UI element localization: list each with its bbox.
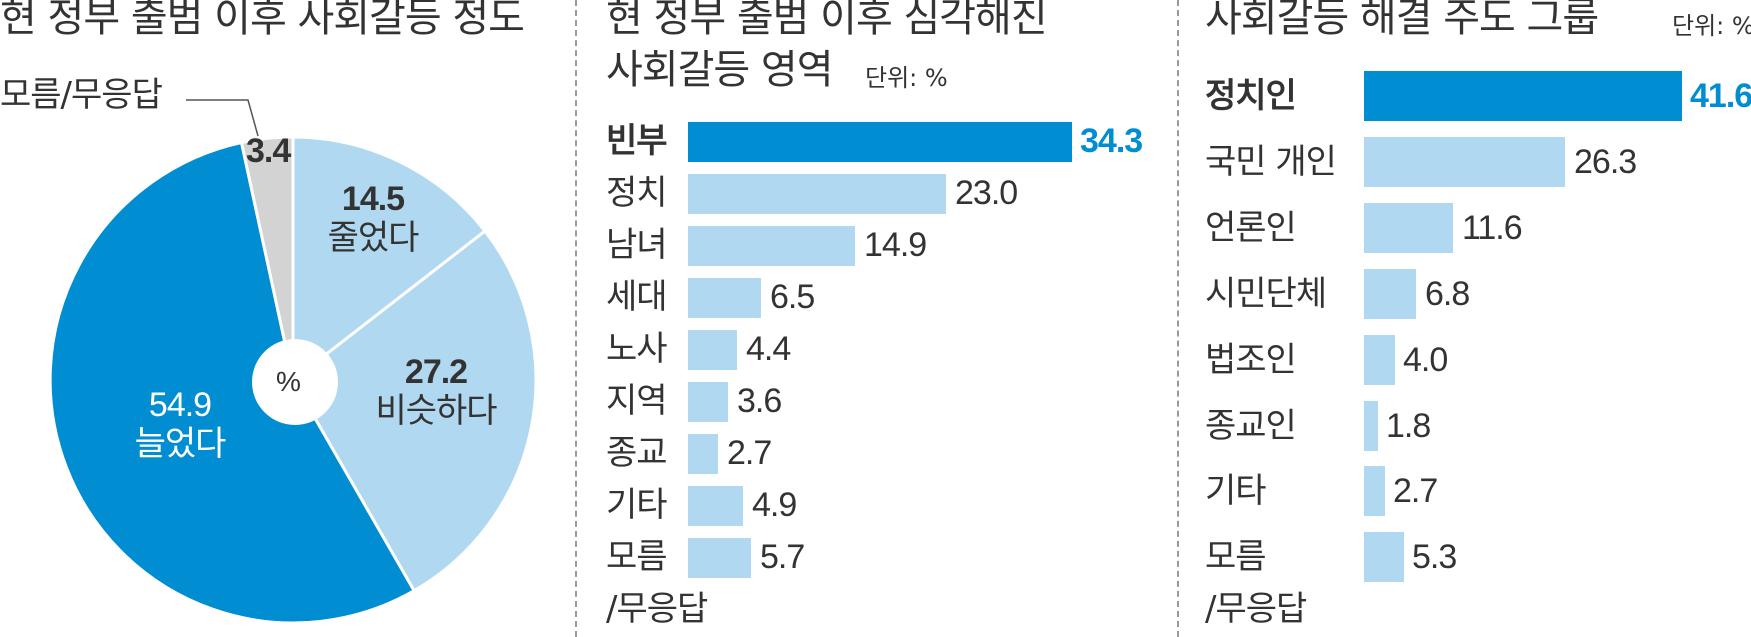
bar-value: 6.8	[1425, 275, 1470, 313]
bar-label: 정치인	[1205, 76, 1297, 116]
pie-value-decreased: 14.5	[341, 180, 405, 218]
bar-value: 2.7	[1393, 472, 1438, 510]
callout-leader-line	[186, 99, 259, 137]
bar-label: 세대	[606, 277, 668, 317]
pie-slice-unknown	[239, 135, 295, 381]
pie-chart	[48, 99, 538, 625]
bar-value: 5.3	[1412, 538, 1457, 576]
middle-chart-unit: 단위: %	[865, 64, 948, 92]
bar-label-line2: /무응답	[606, 589, 708, 629]
pie-slice-increased	[48, 140, 417, 625]
pie-label-increased: 54.9 늘었다	[120, 388, 240, 463]
right-chart-unit: 단위: %	[1672, 12, 1751, 40]
bar	[1364, 532, 1404, 582]
bar	[1364, 335, 1395, 385]
bar-label: 지역	[606, 381, 668, 421]
bar-label: 빈부	[606, 121, 668, 161]
pie-text-similar: 비슷하다	[375, 391, 497, 431]
bar	[688, 382, 728, 422]
pie-label-similar: 27.2 비슷하다	[356, 355, 516, 430]
bar-value: 4.4	[746, 330, 791, 368]
bar-value: 4.9	[752, 486, 797, 524]
bar-label: 언론인	[1205, 208, 1297, 248]
bar-value: 2.7	[727, 434, 772, 472]
bar-value: 4.0	[1403, 341, 1448, 379]
bar-value: 3.6	[737, 382, 782, 420]
right-chart-title: 사회갈등 해결 주도 그룹	[1205, 0, 1599, 41]
bar	[688, 122, 1072, 162]
pie-text-decreased: 줄었다	[327, 218, 420, 258]
bar-label: 국민 개인	[1205, 142, 1337, 182]
bar	[688, 278, 761, 318]
middle-chart-title-line1: 현 정부 출범 이후 심각해진	[606, 0, 1048, 41]
bar-value: 5.7	[760, 538, 805, 576]
pie-center-unit: %	[276, 366, 301, 397]
bar	[1364, 71, 1682, 121]
bar-value: 26.3	[1574, 143, 1637, 181]
pie-text-increased: 늘었다	[134, 424, 227, 464]
bar	[1364, 466, 1385, 516]
pie-slice-decreased	[291, 135, 488, 384]
pie-value-increased: 54.9	[148, 386, 212, 424]
pie-label-decreased: 14.5 줄었다	[318, 182, 428, 257]
pie-center-hole	[252, 339, 338, 425]
bar-label: 시민단체	[1205, 274, 1327, 314]
bar-value: 41.6	[1690, 77, 1751, 115]
bar-value: 34.3	[1080, 122, 1143, 160]
panel-divider	[1177, 0, 1179, 637]
bar-label: 기타	[1205, 471, 1267, 511]
bar-value: 1.8	[1386, 407, 1431, 445]
bar-value: 6.5	[770, 278, 815, 316]
pie-value-similar: 27.2	[404, 353, 468, 391]
bar	[1364, 401, 1378, 451]
bar-label: 정치	[606, 173, 668, 213]
bar-label: 종교	[606, 433, 668, 473]
bar-label: 노사	[606, 329, 668, 369]
bar	[1364, 137, 1565, 187]
bar	[688, 174, 946, 214]
bar	[688, 538, 751, 578]
middle-chart-title-line2: 사회갈등 영역	[606, 47, 834, 93]
bar	[688, 486, 743, 526]
bar	[1364, 203, 1453, 253]
bar-label: 기타	[606, 485, 668, 525]
bar	[688, 434, 718, 474]
pie-callout-label: 모름/무응답	[0, 75, 163, 115]
panel-divider	[575, 0, 577, 637]
bar-label: 종교인	[1205, 406, 1297, 446]
bar	[688, 226, 855, 266]
bar-label-line2: /무응답	[1205, 589, 1307, 629]
bar-value: 14.9	[864, 226, 927, 264]
bar-label: 모름	[606, 537, 668, 577]
bar-label: 남녀	[606, 225, 668, 265]
bar-label: 모름	[1205, 537, 1267, 577]
bar	[1364, 269, 1416, 319]
bar-value: 11.6	[1462, 209, 1523, 247]
pie-value-unknown: 3.4	[246, 132, 291, 170]
bar-label: 법조인	[1205, 340, 1297, 380]
bar-value: 23.0	[955, 174, 1018, 212]
bar	[688, 330, 737, 370]
pie-slice-similar	[291, 228, 538, 593]
pie-chart-title: 현 정부 출범 이후 사회갈등 정도	[0, 0, 525, 41]
